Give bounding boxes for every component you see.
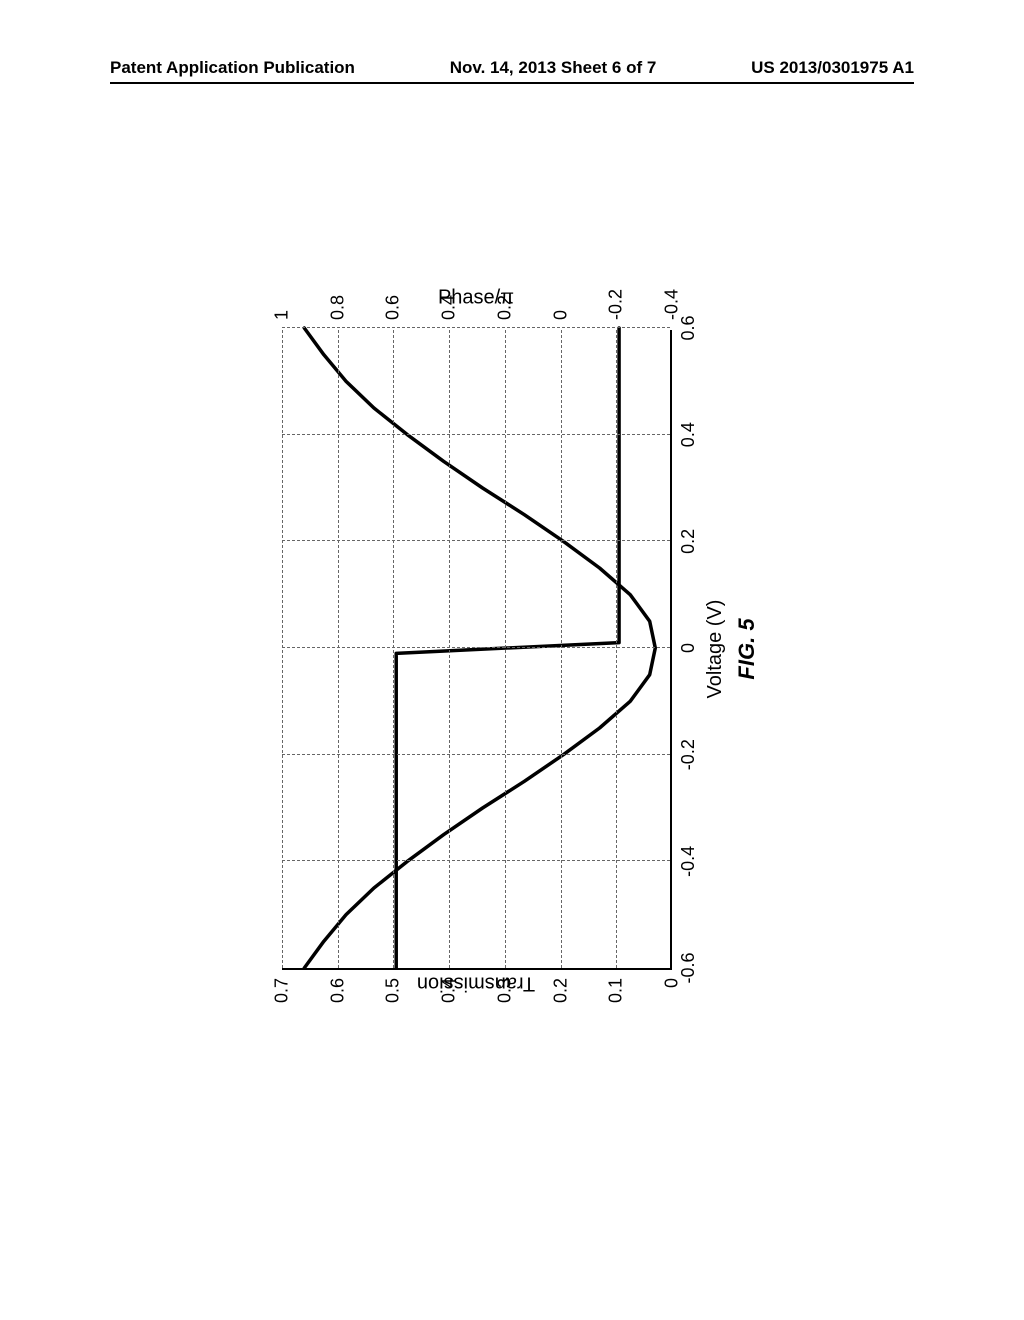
- y-tick-left-label: 0.6: [327, 978, 348, 1003]
- header-left: Patent Application Publication: [110, 58, 355, 78]
- y-tick-left-label: 0.1: [606, 978, 627, 1003]
- gridline-horizontal: [505, 330, 506, 968]
- y-tick-right-label: 0: [550, 310, 571, 320]
- y-tick-left-label: 0.7: [272, 978, 293, 1003]
- header-center: Nov. 14, 2013 Sheet 6 of 7: [450, 58, 657, 78]
- chart-curves: [282, 330, 670, 968]
- gridline-horizontal: [616, 330, 617, 968]
- figure-caption: FIG. 5: [734, 618, 760, 679]
- y-tick-left-label: 0: [662, 978, 683, 988]
- y-tick-right-label: 1: [272, 310, 293, 320]
- y-tick-left-label: 0.4: [439, 978, 460, 1003]
- patent-header: Patent Application Publication Nov. 14, …: [110, 58, 914, 84]
- gridline-horizontal: [338, 330, 339, 968]
- gridline-vertical: [282, 540, 670, 541]
- gridline-horizontal: [449, 330, 450, 968]
- y-tick-left-label: 0.5: [383, 978, 404, 1003]
- y-tick-right-label: 0.2: [494, 295, 515, 320]
- x-tick-label: 0.2: [678, 529, 699, 554]
- header-right: US 2013/0301975 A1: [751, 58, 914, 78]
- y-tick-right-label: 0.6: [383, 295, 404, 320]
- gridline-horizontal: [393, 330, 394, 968]
- x-tick-label: 0: [678, 643, 699, 653]
- y-axis-left-label: Transmission: [417, 971, 535, 994]
- gridline-horizontal: [561, 330, 562, 968]
- gridline-vertical: [282, 434, 670, 435]
- y-tick-right-label: -0.4: [662, 289, 683, 320]
- y-tick-left-label: 0.3: [494, 978, 515, 1003]
- y-tick-right-label: -0.2: [606, 289, 627, 320]
- gridline-vertical: [282, 647, 670, 648]
- figure-5-chart: Voltage (V) Transmission Phase/π FIG. 5 …: [232, 250, 792, 1070]
- x-tick-label: -0.4: [678, 846, 699, 877]
- x-tick-label: -0.2: [678, 739, 699, 770]
- gridline-vertical: [282, 754, 670, 755]
- x-tick-label: 0.4: [678, 422, 699, 447]
- gridline-horizontal: [282, 330, 283, 968]
- y-tick-right-label: 0.4: [439, 295, 460, 320]
- y-tick-left-label: 0.2: [550, 978, 571, 1003]
- gridline-vertical: [282, 860, 670, 861]
- x-axis-label: Voltage (V): [704, 600, 727, 699]
- phase-curve: [396, 328, 619, 968]
- gridline-vertical: [282, 327, 670, 328]
- plot-area: Voltage (V) Transmission Phase/π FIG. 5 …: [282, 330, 672, 970]
- y-tick-right-label: 0.8: [327, 295, 348, 320]
